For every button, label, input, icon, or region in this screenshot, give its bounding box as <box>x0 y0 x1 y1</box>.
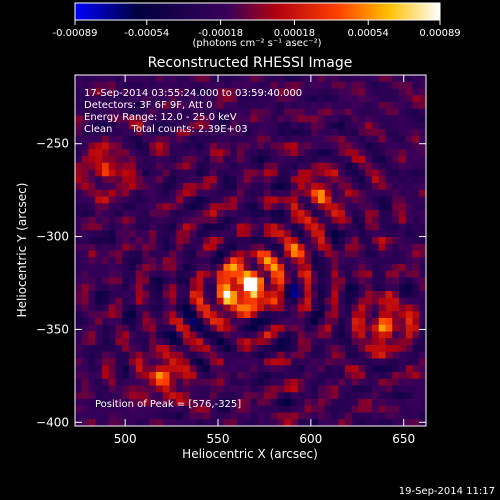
colorbar-tick-label: -0.00054 <box>124 28 169 39</box>
x-tick-label: 550 <box>207 432 230 446</box>
colorbar-tick-label: -0.00089 <box>53 28 98 39</box>
annotation-counts: Clean Total counts: 2.39E+03 <box>84 124 248 135</box>
image-pixels <box>75 75 426 426</box>
colorbar-tick-label: 0.00018 <box>274 28 315 39</box>
x-axis-ticks: 500 550 600 650 <box>114 75 415 446</box>
annotation-detectors: Detectors: 3F 6F 9F, Att 0 <box>84 100 212 111</box>
x-tick-label: 500 <box>114 432 137 446</box>
footer-date: 19-Sep-2014 11:17 <box>399 486 495 497</box>
x-tick-label: 600 <box>299 432 322 446</box>
annotation-time: 17-Sep-2014 03:55:24.000 to 03:59:40.000 <box>84 88 302 99</box>
annotation-block: 17-Sep-2014 03:55:24.000 to 03:59:40.000… <box>84 88 302 410</box>
chart-title: Reconstructed RHESSI Image <box>148 55 353 71</box>
y-tick-label: −300 <box>36 230 69 244</box>
colorbar-unit-label: (photons cm⁻² s⁻¹ asec⁻²) <box>192 38 321 49</box>
y-axis-label: Heliocentric Y (arcsec) <box>15 183 29 318</box>
colorbar-ticks: -0.00089 -0.00054 -0.00018 0.00018 0.00054 0.… <box>53 20 461 39</box>
peak-position-label: Position of Peak = [576,-325] <box>95 399 241 410</box>
colorbar: -0.00089 -0.00054 -0.00018 0.00018 0.00054 0.… <box>53 2 461 49</box>
y-tick-label: −350 <box>36 322 69 336</box>
colorbar-tick-label: 0.00089 <box>419 28 460 39</box>
y-tick-label: −250 <box>36 137 69 151</box>
x-axis-label: Heliocentric X (arcsec) <box>182 447 318 461</box>
image-area <box>75 75 426 426</box>
annotation-energy: Energy Range: 12.0 - 25.0 keV <box>84 112 237 123</box>
y-axis-ticks: −250 −300 −350 −400 <box>36 137 426 429</box>
plot-frame <box>74 74 427 427</box>
y-tick-label: −400 <box>36 415 69 429</box>
x-tick-label: 650 <box>392 432 415 446</box>
colorbar-gradient <box>74 2 441 21</box>
colorbar-tick-label: 0.00054 <box>348 28 389 39</box>
colorbar-tick-label: -0.00018 <box>198 28 243 39</box>
